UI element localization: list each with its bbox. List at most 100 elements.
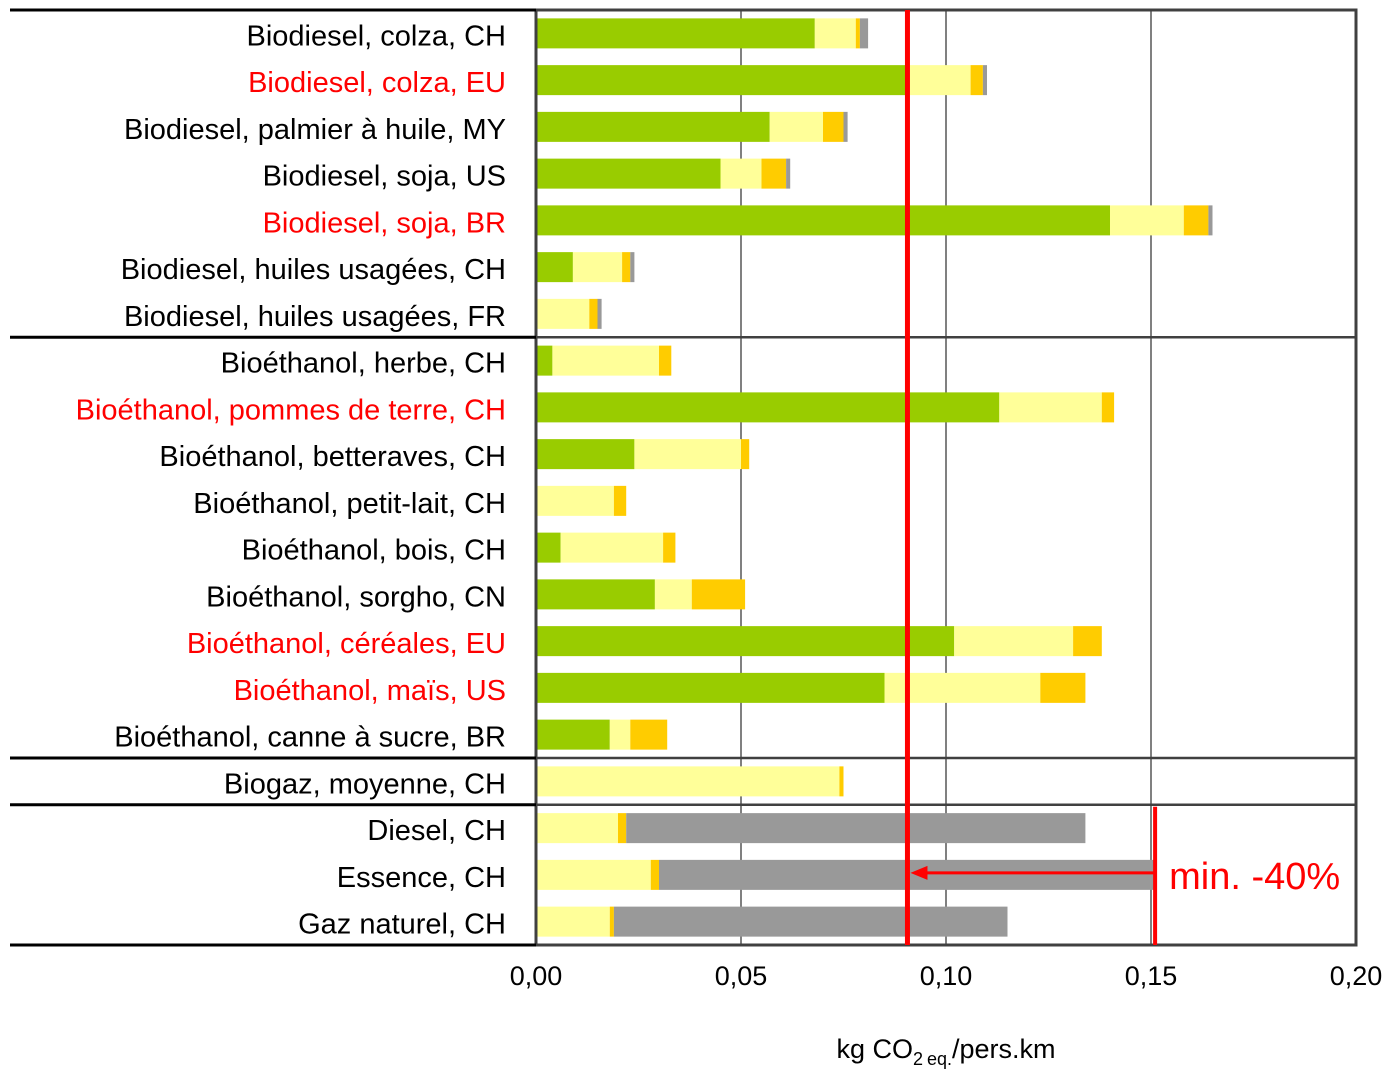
category-label: Biodiesel, colza, EU: [248, 67, 506, 99]
bar-segment: [613, 485, 627, 516]
bar-segment: [626, 813, 1086, 844]
bar-segment: [884, 672, 1041, 703]
bar-segment: [536, 158, 721, 189]
bar-segment: [536, 813, 618, 844]
category-label: Biodiesel, soja, BR: [263, 207, 506, 239]
group-dividers: [10, 8, 1356, 947]
bar-segment: [622, 252, 631, 283]
bar-segment: [634, 439, 741, 470]
bar-segment: [761, 158, 787, 189]
bar-segment: [560, 532, 664, 563]
bar-segment: [609, 719, 631, 750]
bar-segment: [536, 579, 655, 610]
category-label: Biodiesel, palmier à huile, MY: [124, 114, 506, 146]
x-tick-label: 0,05: [715, 961, 768, 991]
bar-segment: [589, 298, 598, 329]
bar-segment: [536, 532, 561, 563]
bar-segment: [843, 111, 848, 142]
category-label: Bioéthanol, maïs, US: [234, 675, 506, 707]
bar-segment: [536, 392, 1000, 423]
bar-segment: [663, 532, 676, 563]
x-axis-title-sub2: eq.: [927, 1049, 952, 1069]
bar-segment: [855, 18, 860, 49]
bar-segment: [1073, 626, 1102, 657]
bar-segment: [536, 719, 610, 750]
category-label: Bioéthanol, céréales, EU: [187, 628, 506, 660]
bar-segment: [720, 158, 762, 189]
category-label: Bioéthanol, bois, CH: [242, 535, 506, 567]
bar-segment: [536, 766, 840, 797]
bar-segment: [572, 252, 623, 283]
bar-segment: [654, 579, 692, 610]
bar-segment: [982, 65, 987, 96]
bar-segment: [613, 906, 1008, 937]
bar-segment: [630, 252, 635, 283]
bar-segment: [1040, 672, 1086, 703]
bar-segment: [536, 626, 955, 657]
category-label: Bioéthanol, herbe, CH: [221, 348, 506, 380]
bar-segment: [536, 18, 815, 49]
annotations: min. -40%: [904, 10, 1340, 945]
bar-segment: [597, 298, 602, 329]
category-label: Essence, CH: [337, 862, 506, 894]
x-axis-title-sub1: 2: [913, 1049, 923, 1069]
bar-segment: [609, 906, 614, 937]
bar-segment: [536, 205, 1110, 236]
x-tick-label: 0,10: [920, 961, 973, 991]
bar-segment: [909, 65, 971, 96]
reduction-annotation: min. -40%: [1169, 856, 1340, 898]
bar-segment: [741, 439, 750, 470]
bar-segment: [999, 392, 1102, 423]
bar-segment: [536, 859, 651, 890]
bar-segment: [1208, 205, 1213, 236]
reduction-arrow-head: [910, 865, 928, 880]
bar-segment: [691, 579, 746, 610]
bar-segment: [1101, 392, 1115, 423]
category-label: Gaz naturel, CH: [298, 909, 506, 941]
bar-segment: [859, 18, 869, 49]
bar-segment: [536, 65, 910, 96]
bar-segment: [536, 111, 770, 142]
x-axis-title-rest: /pers.km: [952, 1034, 1056, 1064]
category-label: Biodiesel, huiles usagées, FR: [124, 301, 506, 333]
bar-segment: [536, 439, 635, 470]
x-axis-title-main: kg CO: [836, 1034, 913, 1064]
bar-segment: [769, 111, 823, 142]
category-label: Bioéthanol, betteraves, CH: [159, 441, 506, 473]
bar-segment: [839, 766, 844, 797]
bar-segment: [618, 813, 627, 844]
bar-segment: [536, 298, 590, 329]
bar-segment: [536, 906, 610, 937]
category-label: Bioéthanol, pommes de terre, CH: [76, 394, 506, 426]
category-label: Bioéthanol, sorgho, CN: [206, 581, 506, 613]
category-label: Biodiesel, soja, US: [263, 161, 506, 193]
category-label: Biodiesel, colza, CH: [247, 20, 507, 52]
x-tick-label: 0,20: [1330, 961, 1383, 991]
bar-segment: [786, 158, 791, 189]
x-tick-label: 0,15: [1125, 961, 1178, 991]
plot-frame: [534, 8, 1358, 947]
x-axis-title: kg CO2 eq./pers.km: [836, 1034, 1055, 1069]
bar-segment: [659, 345, 672, 376]
bar-segment: [814, 18, 856, 49]
bar-segment: [536, 485, 614, 516]
bar-segment: [1183, 205, 1209, 236]
bar-segment: [630, 719, 668, 750]
bar-segment: [552, 345, 659, 376]
bar-segment: [650, 859, 659, 890]
bar-segment: [536, 252, 573, 283]
bar-segment: [536, 672, 885, 703]
bar-segment: [536, 345, 553, 376]
category-label: Biogaz, moyenne, CH: [224, 768, 506, 800]
x-tick-label: 0,00: [510, 961, 563, 991]
category-label: Biodiesel, huiles usagées, CH: [121, 254, 506, 286]
category-label: Diesel, CH: [367, 815, 506, 847]
category-label: Bioéthanol, canne à sucre, BR: [114, 722, 506, 754]
x-tick-labels: 0,00 0,05 0,10 0,15 0,20: [510, 961, 1383, 991]
bar-segment: [823, 111, 844, 142]
bar-segment: [1110, 205, 1184, 236]
bars: [536, 18, 1213, 937]
category-label: Bioéthanol, petit-lait, CH: [193, 488, 506, 520]
bar-segment: [954, 626, 1074, 657]
